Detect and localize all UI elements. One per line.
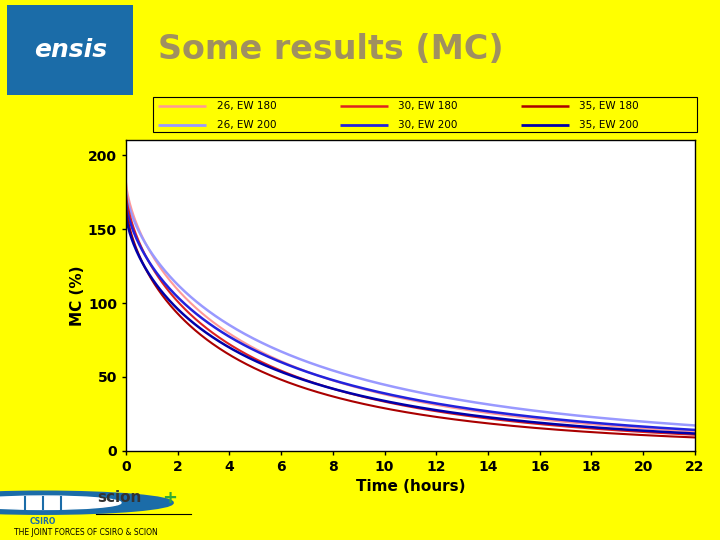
FancyBboxPatch shape	[7, 5, 133, 95]
Line: 30, EW 180: 30, EW 180	[126, 194, 695, 435]
26, EW 180	[222, 328, 231, 335]
Line: 30, EW 200: 30, EW 200	[126, 203, 695, 430]
26, EW 200	[268, 345, 276, 351]
30, EW 200	[550, 416, 559, 422]
Text: 26, EW 200: 26, EW 200	[217, 120, 276, 130]
Text: 30, EW 180: 30, EW 180	[398, 101, 458, 111]
35, EW 200	[502, 416, 510, 423]
Text: +: +	[162, 489, 177, 507]
35, EW 180	[550, 426, 559, 433]
Line: 35, EW 200: 35, EW 200	[126, 215, 695, 434]
30, EW 180	[502, 417, 510, 424]
35, EW 200	[122, 212, 130, 218]
26, EW 200	[457, 397, 466, 403]
30, EW 200	[502, 410, 510, 417]
30, EW 180	[379, 398, 387, 404]
30, EW 200	[379, 390, 387, 396]
26, EW 200	[122, 188, 130, 194]
35, EW 180	[690, 434, 699, 441]
35, EW 180	[122, 204, 130, 211]
26, EW 180	[690, 428, 699, 435]
35, EW 200	[457, 410, 466, 417]
35, EW 200	[690, 430, 699, 437]
30, EW 200	[457, 404, 466, 411]
35, EW 200	[550, 421, 559, 427]
26, EW 180	[122, 179, 130, 186]
35, EW 200	[268, 365, 276, 372]
30, EW 180	[457, 412, 466, 418]
Line: 26, EW 200: 26, EW 200	[126, 191, 695, 426]
26, EW 200	[550, 410, 559, 416]
26, EW 180	[502, 412, 510, 418]
Line: 35, EW 180: 35, EW 180	[126, 207, 695, 437]
30, EW 200	[690, 427, 699, 433]
26, EW 180	[379, 391, 387, 397]
35, EW 180	[222, 350, 231, 356]
Text: Some results (MC): Some results (MC)	[158, 33, 504, 66]
35, EW 180	[457, 417, 466, 423]
Text: 35, EW 180: 35, EW 180	[580, 101, 639, 111]
Y-axis label: MC (%): MC (%)	[70, 265, 85, 326]
Circle shape	[0, 496, 121, 509]
Text: 35, EW 200: 35, EW 200	[580, 120, 639, 130]
26, EW 180	[268, 354, 276, 361]
26, EW 200	[379, 381, 387, 388]
26, EW 200	[690, 422, 699, 429]
Text: CSIRO: CSIRO	[30, 517, 56, 526]
35, EW 180	[502, 422, 510, 428]
X-axis label: Time (hours): Time (hours)	[356, 480, 465, 495]
Text: THE JOINT FORCES OF CSIRO & SCION: THE JOINT FORCES OF CSIRO & SCION	[14, 528, 158, 537]
30, EW 180	[550, 422, 559, 429]
30, EW 200	[122, 200, 130, 206]
30, EW 180	[268, 363, 276, 370]
Circle shape	[0, 491, 173, 514]
30, EW 200	[268, 355, 276, 362]
Text: 30, EW 200: 30, EW 200	[398, 120, 457, 130]
Text: ensis: ensis	[34, 38, 107, 62]
26, EW 180	[550, 417, 559, 424]
26, EW 180	[457, 406, 466, 413]
35, EW 180	[268, 373, 276, 380]
Line: 26, EW 180: 26, EW 180	[126, 183, 695, 431]
30, EW 180	[122, 191, 130, 198]
Text: 26, EW 180: 26, EW 180	[217, 101, 276, 111]
26, EW 200	[502, 404, 510, 410]
30, EW 180	[690, 431, 699, 438]
35, EW 200	[222, 343, 231, 349]
30, EW 180	[222, 339, 231, 346]
35, EW 180	[379, 405, 387, 411]
35, EW 200	[379, 397, 387, 404]
30, EW 200	[222, 332, 231, 339]
26, EW 200	[222, 320, 231, 327]
Text: scion: scion	[97, 490, 142, 505]
